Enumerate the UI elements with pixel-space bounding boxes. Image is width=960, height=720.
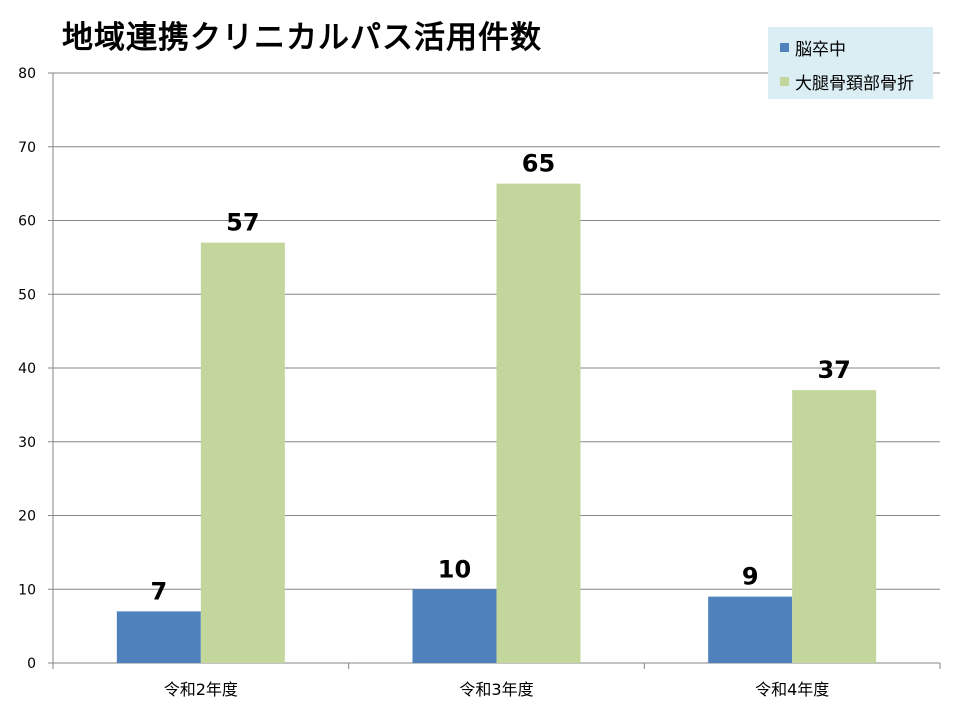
labels: 7 57 令和2年度 10 65 令和3年度 9 37 令和4年度 <box>150 150 850 699</box>
bar-0-0 <box>116 611 201 663</box>
x-tick-label-2: 令和4年度 <box>755 680 829 699</box>
legend-label-0: 脳卒中 <box>795 39 846 60</box>
data-label-1-0: 57 <box>226 209 259 237</box>
legend-swatch-0 <box>780 42 789 52</box>
data-label-0-2: 9 <box>742 563 759 591</box>
bars <box>116 183 877 663</box>
y-tick-label-6: 60 <box>18 214 36 230</box>
x-tick-label-0: 令和2年度 <box>164 680 238 699</box>
y-tick-label-5: 50 <box>18 287 36 303</box>
data-label-1-2: 37 <box>817 356 850 384</box>
legend-swatch-1 <box>780 76 789 86</box>
data-label-0-0: 7 <box>150 577 167 605</box>
y-tick-label-2: 20 <box>18 509 36 525</box>
bar-1-1 <box>496 183 581 663</box>
legend-item-1: 大腿骨頚部骨折 <box>780 70 914 94</box>
y-tick-label-7: 70 <box>18 140 36 156</box>
legend-label-1: 大腿骨頚部骨折 <box>795 73 914 94</box>
legend: 脳卒中 大腿骨頚部骨折 <box>768 27 933 99</box>
data-label-1-1: 65 <box>522 150 555 178</box>
bar-0-1 <box>412 589 497 663</box>
bar-1-2 <box>792 390 877 663</box>
bar-1-0 <box>200 242 285 663</box>
y-tick-label-4: 40 <box>18 361 36 377</box>
bar-0-2 <box>708 596 793 663</box>
y-tick-label-8: 80 <box>18 66 36 82</box>
y-tick-label-3: 30 <box>18 435 36 451</box>
legend-item-0: 脳卒中 <box>780 36 846 60</box>
chart-title: 地域連携クリニカルパス活用件数 <box>62 20 542 56</box>
data-label-0-1: 10 <box>438 555 471 583</box>
y-tick-label-1: 10 <box>18 582 36 598</box>
y-tick-label-0: 0 <box>27 656 36 672</box>
x-tick-label-1: 令和3年度 <box>459 680 533 699</box>
